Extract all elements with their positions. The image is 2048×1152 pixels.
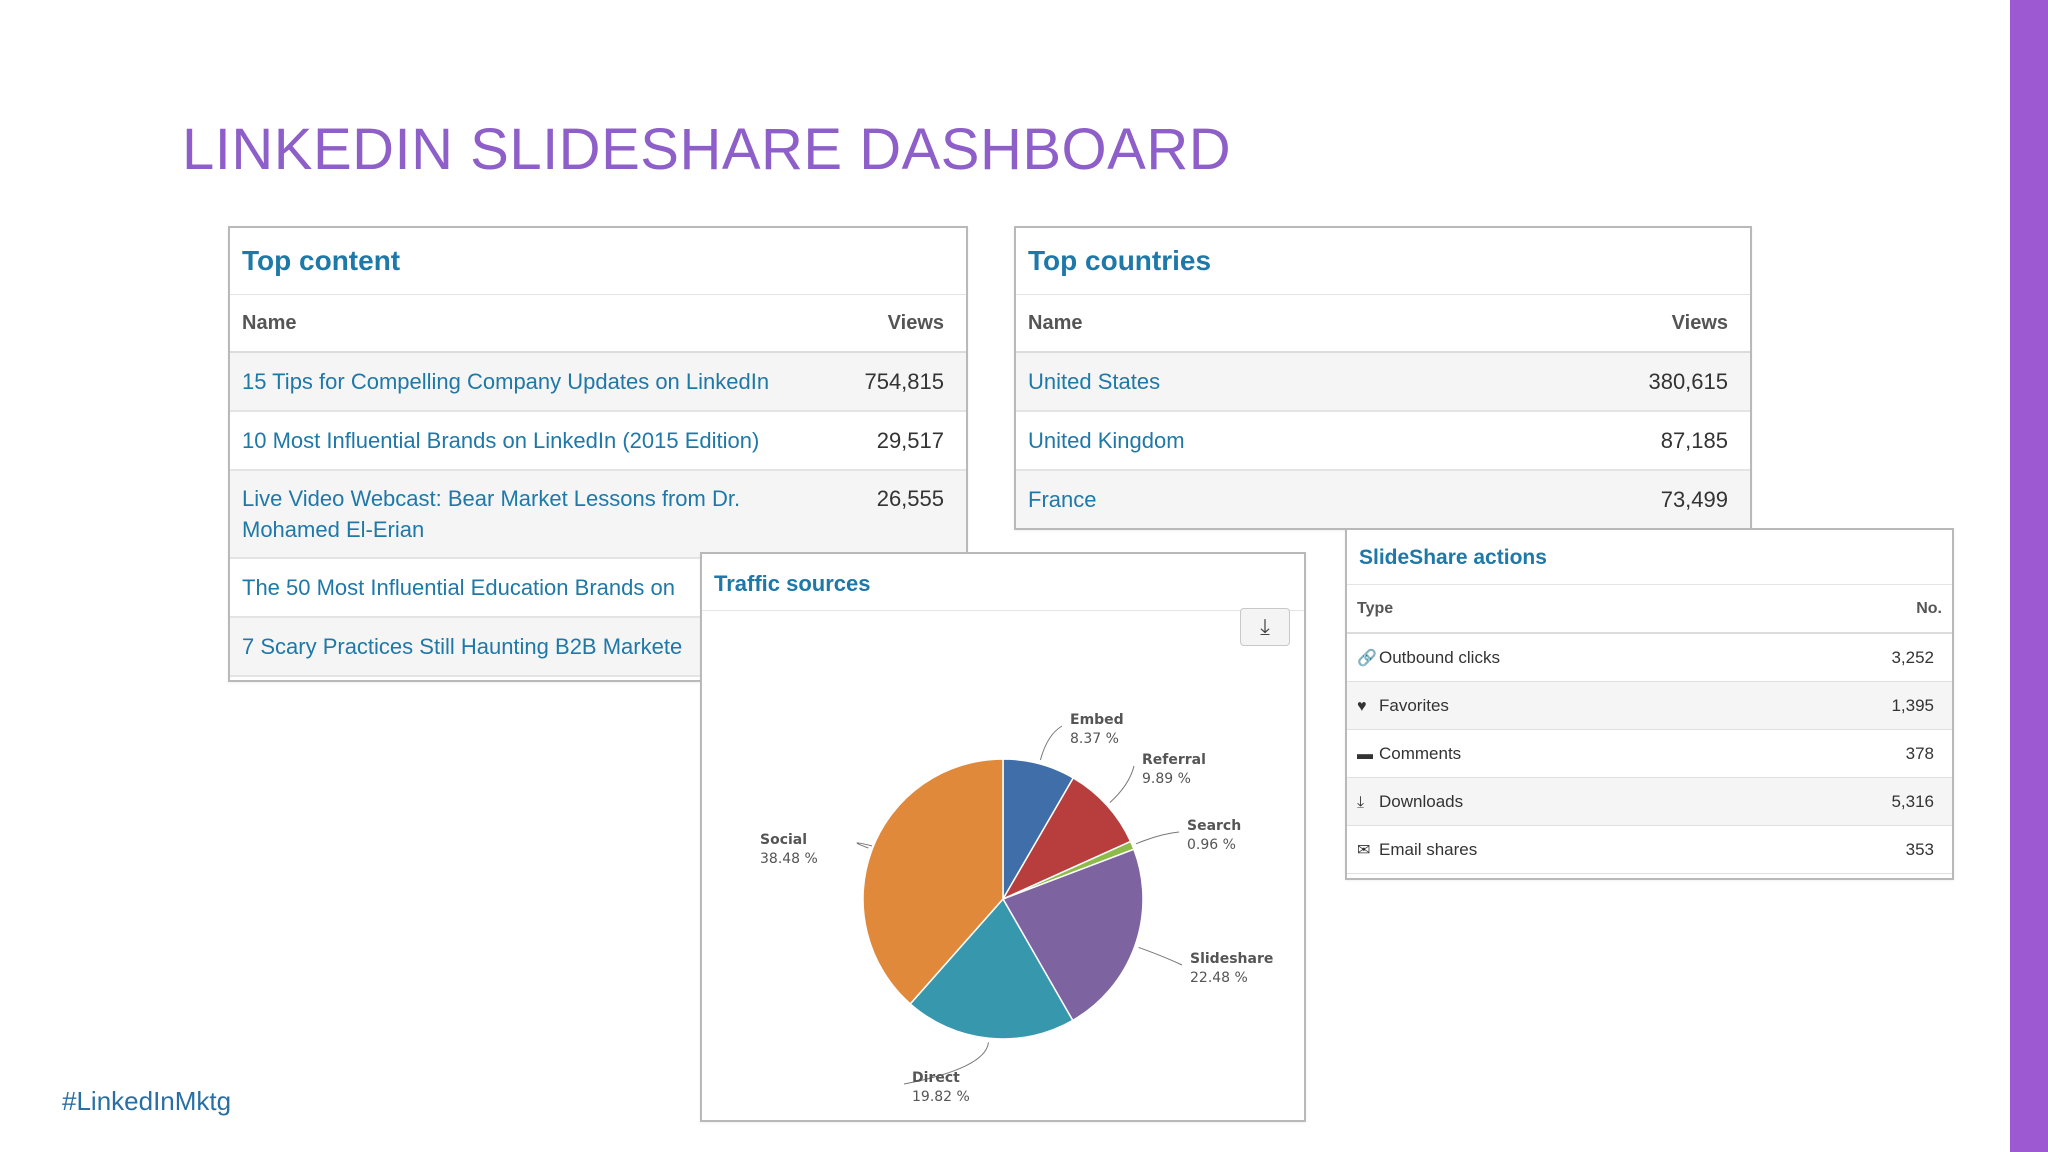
- pie-label-value: 38.48 %: [760, 851, 818, 867]
- table-row: Live Video Webcast: Bear Market Lessons …: [230, 470, 966, 559]
- slideshare-actions-table: Type No. 🔗 Outbound clicks 3,252 ♥ Favorit…: [1347, 585, 1952, 874]
- name-column-header: Name: [1016, 295, 1467, 353]
- pie-label-name: Search: [1187, 818, 1241, 834]
- table-row: United Kingdom 87,185: [1016, 411, 1750, 471]
- table-row: 🔗 Outbound clicks 3,252: [1347, 633, 1952, 682]
- pie-label-value: 8.37 %: [1070, 731, 1119, 747]
- content-link[interactable]: 15 Tips for Compelling Company Updates o…: [230, 352, 782, 412]
- action-type: ✉ Email shares: [1347, 825, 1770, 874]
- action-type: ▬ Comments: [1347, 729, 1770, 778]
- download-icon: ⤓: [1357, 793, 1365, 811]
- table-row: France 73,499: [1016, 470, 1750, 528]
- table-row: ▬ Comments 378: [1347, 729, 1952, 778]
- views-column-header: Views: [781, 295, 966, 353]
- pie-leader-line: [1135, 831, 1180, 845]
- pie-label-name: Referral: [1142, 752, 1206, 768]
- action-count: 3,252: [1769, 633, 1952, 682]
- table-row: ♥ Favorites 1,395: [1347, 681, 1952, 730]
- slideshare-actions-title: SlideShare actions: [1347, 530, 1952, 585]
- content-link[interactable]: The 50 Most Influential Education Brands…: [230, 558, 782, 618]
- top-countries-title: Top countries: [1016, 228, 1750, 295]
- slideshare-actions-panel: SlideShare actions Type No. 🔗 Outbound cl…: [1345, 528, 1954, 880]
- action-type: ♥ Favorites: [1347, 681, 1770, 730]
- pie-label-value: 0.96 %: [1187, 837, 1236, 853]
- views-value: 754,815: [781, 352, 966, 412]
- action-count: 378: [1769, 729, 1952, 778]
- envelope-icon: ✉: [1357, 841, 1371, 859]
- pie-slice-social[interactable]: [862, 758, 1004, 1005]
- pie-slice-slideshare[interactable]: [1001, 848, 1144, 1022]
- top-countries-table: Name Views United States 380,615 United …: [1016, 295, 1750, 528]
- pie-leader-line: [1039, 725, 1063, 761]
- top-content-panel: Top content Name Views 15 Tips for Compe…: [228, 226, 968, 682]
- hashtag: #LinkedInMktg: [62, 1086, 232, 1116]
- country-link[interactable]: United Kingdom: [1016, 411, 1467, 471]
- pie-label-name: Embed: [1070, 712, 1124, 728]
- download-button[interactable]: ⤓: [1240, 608, 1290, 646]
- action-label: Downloads: [1379, 791, 1464, 811]
- comment-icon: ▬: [1357, 745, 1373, 763]
- table-header-row: Name Views: [230, 295, 966, 353]
- accent-bar: [2010, 0, 2048, 1152]
- action-count: 353: [1769, 825, 1952, 874]
- traffic-sources-title: Traffic sources: [702, 554, 1304, 611]
- pie-leader-line: [1109, 765, 1135, 803]
- table-header-row: Type No.: [1347, 585, 1952, 634]
- action-type: 🔗 Outbound clicks: [1347, 633, 1770, 682]
- slide-title: LINKEDIN SLIDESHARE DASHBOARD: [182, 117, 1232, 182]
- action-label: Comments: [1379, 743, 1462, 763]
- views-value: 29,517: [781, 411, 966, 471]
- table-row: ⤓ Downloads 5,316: [1347, 777, 1952, 826]
- table-row: United States 380,615: [1016, 352, 1750, 412]
- no-column-header: No.: [1769, 585, 1952, 634]
- action-label: Favorites: [1379, 695, 1449, 715]
- views-value: 380,615: [1466, 352, 1750, 412]
- views-value: 87,185: [1466, 411, 1750, 471]
- pie-leader-line: [1138, 946, 1183, 966]
- pie-label-name: Direct: [912, 1070, 960, 1086]
- action-label: Email shares: [1379, 839, 1478, 859]
- heart-icon: ♥: [1357, 697, 1367, 715]
- pie-label-name: Slideshare: [1190, 951, 1273, 967]
- content-link[interactable]: 10 Most Influential Brands on LinkedIn (…: [230, 411, 782, 471]
- table-header-row: Name Views: [1016, 295, 1750, 353]
- pie-leader-line: [856, 842, 873, 849]
- top-content-title: Top content: [230, 228, 966, 295]
- pie-label-name: Social: [760, 832, 807, 848]
- action-count: 1,395: [1769, 681, 1952, 730]
- action-type: ⤓ Downloads: [1347, 777, 1770, 826]
- views-value: 73,499: [1466, 470, 1750, 528]
- traffic-sources-panel: Traffic sources ⤓ Embed 8.37 % Referral 9.8…: [700, 552, 1306, 1122]
- pie-label-value: 22.48 %: [1190, 970, 1248, 986]
- type-column-header: Type: [1347, 585, 1770, 634]
- pie-slice-referral[interactable]: [1001, 776, 1132, 901]
- content-link[interactable]: 7 Scary Practices Still Haunting B2B Mar…: [230, 617, 782, 677]
- action-label: Outbound clicks: [1379, 647, 1500, 667]
- pie-leader-line: [903, 1042, 989, 1085]
- table-row: 10 Most Influential Brands on LinkedIn (…: [230, 411, 966, 471]
- country-link[interactable]: United States: [1016, 352, 1467, 412]
- link-icon: 🔗: [1357, 649, 1377, 667]
- pie-slice-direct[interactable]: [909, 897, 1074, 1040]
- pie-label-value: 19.82 %: [912, 1089, 970, 1105]
- traffic-pie-chart: Embed 8.37 % Referral 9.89 % Search 0.96 % Sli…: [760, 712, 1273, 1105]
- views-column-header: Views: [1466, 295, 1750, 353]
- pie-label-value: 9.89 %: [1142, 771, 1191, 787]
- views-value: 26,555: [781, 470, 966, 559]
- content-link[interactable]: Live Video Webcast: Bear Market Lessons …: [230, 470, 782, 559]
- action-count: 5,316: [1769, 777, 1952, 826]
- download-icon: ⤓: [1260, 614, 1270, 639]
- table-row: 15 Tips for Compelling Company Updates o…: [230, 352, 966, 412]
- table-row: ✉ Email shares 353: [1347, 825, 1952, 874]
- name-column-header: Name: [230, 295, 782, 353]
- top-countries-panel: Top countries Name Views United States 3…: [1014, 226, 1752, 530]
- country-link[interactable]: France: [1016, 470, 1467, 528]
